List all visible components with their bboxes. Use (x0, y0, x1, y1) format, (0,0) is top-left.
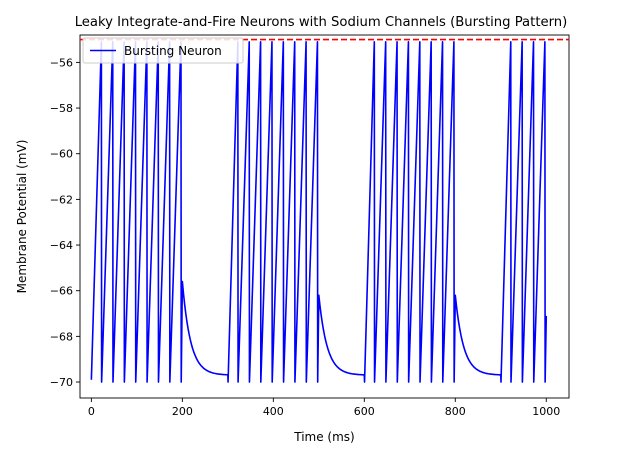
y-axis: −70 −68 −66 −64 −62 −60 −58 −56 (50, 56, 80, 389)
y-tick-label: −68 (50, 330, 73, 343)
x-tick-label: 1000 (532, 405, 560, 418)
y-tick-label: −56 (50, 56, 73, 69)
plot-frame (79, 34, 570, 399)
legend: Bursting Neuron (82, 37, 244, 64)
y-axis-label: Membrane Potential (mV) (15, 140, 29, 294)
chart-title: Leaky Integrate-and-Fire Neurons with So… (75, 15, 568, 30)
series-line-bursting-neuron (90, 41, 548, 383)
y-tick-label: −62 (50, 193, 73, 206)
x-tick-label: 0 (88, 405, 95, 418)
x-tick-label: 800 (445, 405, 466, 418)
y-tick-label: −60 (50, 148, 73, 161)
x-tick-label: 600 (354, 405, 375, 418)
x-axis-label: Time (ms) (293, 430, 355, 444)
legend-label: Bursting Neuron (124, 44, 222, 58)
y-tick-label: −70 (50, 376, 73, 389)
x-axis: 0 200 400 600 800 1000 (88, 398, 560, 418)
plot-area (79, 34, 570, 399)
x-tick-label: 400 (263, 405, 284, 418)
y-tick-label: −58 (50, 102, 73, 115)
y-tick-label: −66 (50, 285, 73, 298)
y-tick-label: −64 (50, 239, 73, 252)
legend-box (82, 37, 244, 64)
x-tick-label: 200 (172, 405, 193, 418)
